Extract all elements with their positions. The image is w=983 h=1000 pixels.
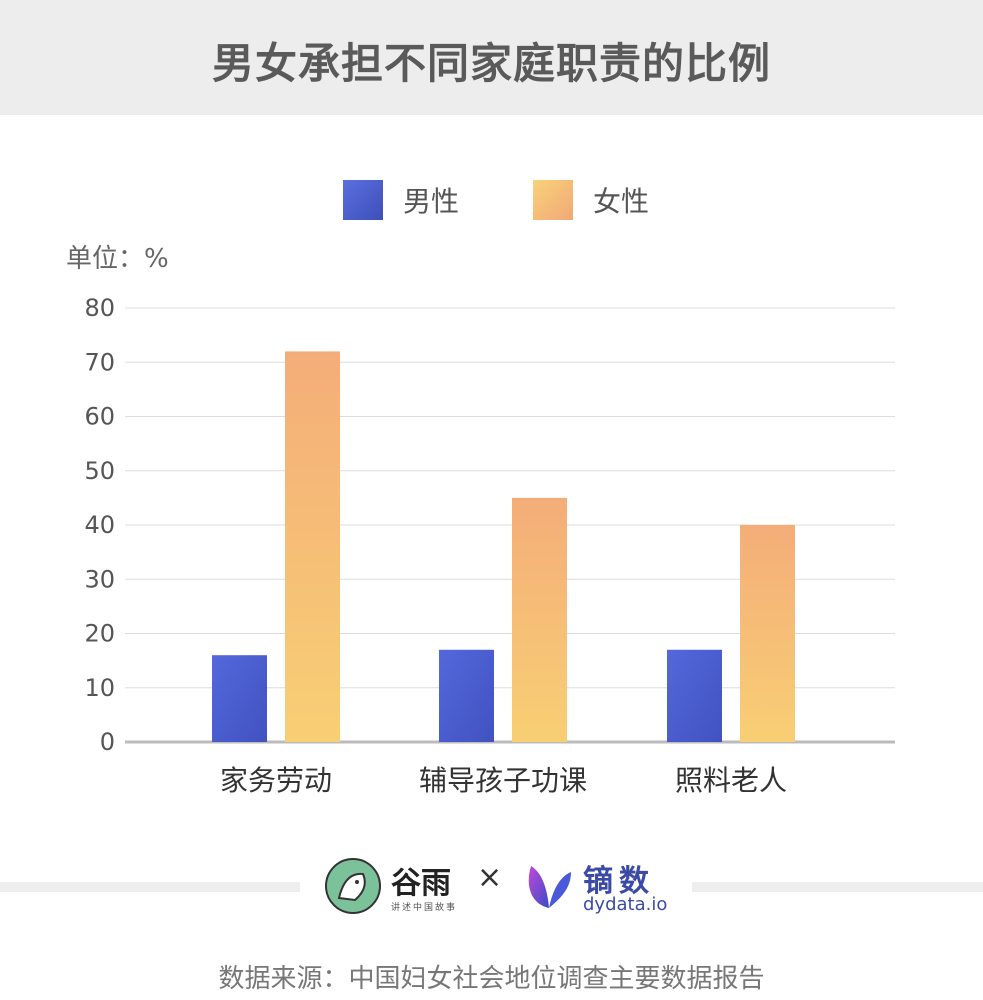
legend-label-male: 男性 (403, 185, 460, 218)
title-band (0, 0, 983, 115)
chart-title: 男女承担不同家庭职责的比例 (211, 39, 771, 88)
bar-female-1 (512, 497, 567, 742)
legend-swatch-male (343, 180, 383, 220)
bar-female-2 (740, 525, 795, 742)
legend-swatch-female (533, 180, 573, 220)
y-tick-label: 30 (84, 565, 115, 593)
y-tick-label: 10 (84, 674, 115, 702)
x-category-label: 辅导孩子功课 (419, 764, 587, 797)
y-tick-label: 0 (100, 728, 115, 756)
y-tick-label: 70 (84, 348, 115, 376)
x-category-label: 家务劳动 (220, 764, 332, 797)
dydata-logo-domain: dydata.io (583, 894, 668, 915)
logo-separator: × (477, 860, 503, 895)
y-tick-label: 40 (84, 511, 115, 539)
guyu-logo-name: 谷雨 (391, 866, 451, 901)
y-tick-label: 20 (84, 620, 115, 648)
y-tick-label: 60 (84, 403, 115, 431)
legend-label-female: 女性 (593, 185, 650, 218)
logo-area: 谷雨 讲述中国故事 × 镝数 dydata.io (325, 856, 685, 918)
bar-male-1 (439, 649, 494, 742)
bar-male-2 (667, 649, 722, 742)
guyu-logo-tagline: 讲述中国故事 (391, 903, 458, 913)
bar-chart: 0 10 20 30 40 50 60 70 80 家务劳动 辅导孩子功课 照料老人 (84, 294, 895, 797)
dydata-logo-name: 镝数 (583, 864, 655, 899)
unit-label: 单位：% (66, 244, 169, 274)
y-tick-label: 50 (84, 457, 115, 485)
bar-female-0 (285, 351, 340, 742)
footer-divider-left (0, 882, 300, 892)
footer-divider-right (692, 882, 983, 892)
guyu-logo-icon (325, 858, 381, 914)
x-category-label: 照料老人 (675, 764, 787, 797)
dydata-logo-icon (528, 866, 571, 908)
y-tick-label: 80 (84, 294, 115, 322)
bar-male-0 (212, 655, 267, 742)
data-source: 数据来源：中国妇女社会地位调查主要数据报告 (218, 964, 765, 994)
